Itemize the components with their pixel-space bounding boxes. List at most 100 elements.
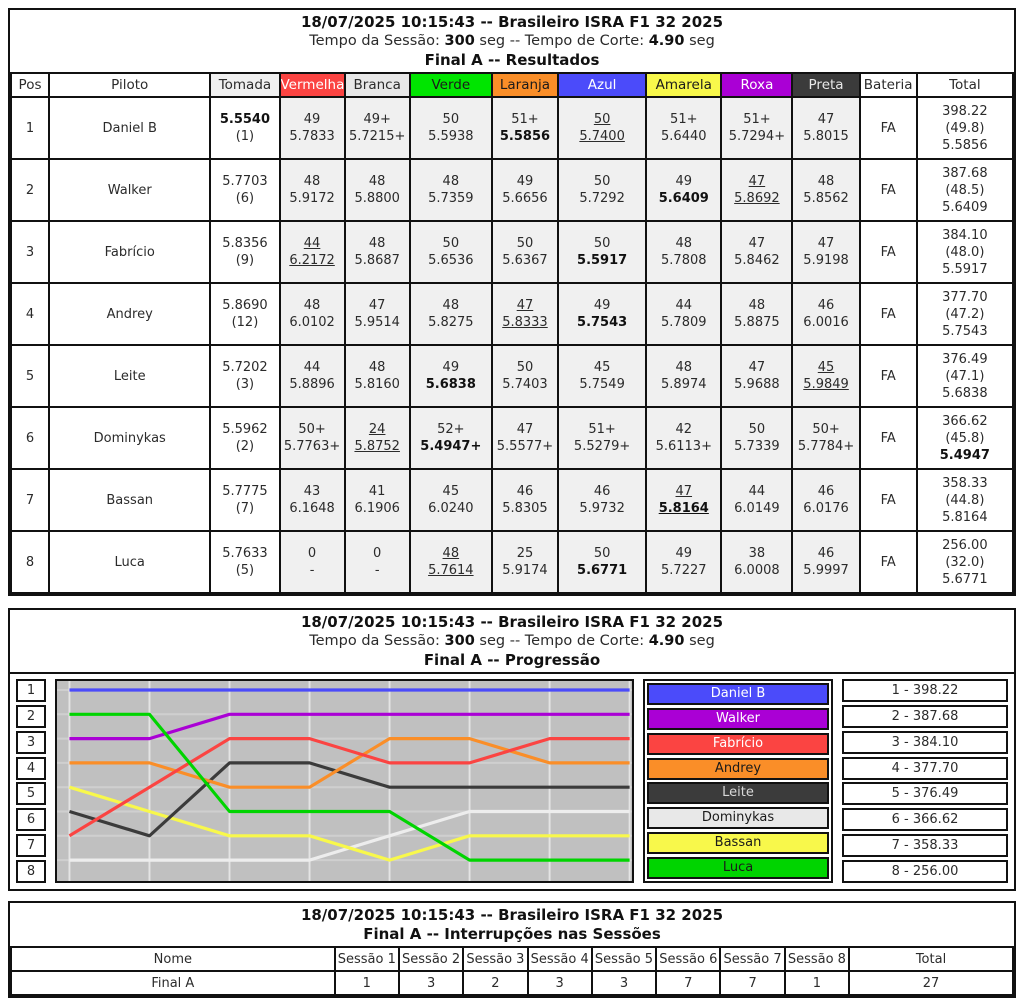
interruptions-title-block: 18/07/2025 10:15:43 -- Brasileiro ISRA F…: [10, 903, 1014, 946]
session-laps: 43: [303, 484, 321, 499]
session-cell-branca: 41 6.1906: [343, 468, 411, 532]
col-header-amarela: Amarela: [645, 72, 723, 98]
session-laps: 50: [442, 112, 460, 127]
session-best: 5.5577+: [496, 439, 554, 454]
legend-name-bassan: Bassan: [647, 832, 829, 855]
session-best: 5.6838: [425, 377, 476, 392]
col-header-branca: Branca: [343, 72, 411, 98]
session-laps: 45: [817, 360, 835, 375]
session-best: 5.7808: [661, 253, 707, 268]
session-laps: 0: [373, 546, 382, 561]
interruptions-col-header: Total: [848, 946, 1014, 972]
session-best: -: [374, 563, 380, 578]
series-line-bassan: [69, 785, 630, 862]
total-points: 398.22: [942, 103, 988, 119]
session-cell-preta: 46 6.0016: [791, 282, 861, 346]
session-best: 5.7549: [579, 377, 625, 392]
session-best: 6.0102: [289, 315, 335, 330]
interruptions-value: 7: [655, 970, 722, 996]
session-best: 5.8875: [734, 315, 780, 330]
interruptions-col-header: Sessão 4: [526, 946, 593, 972]
tomada-rank: (1): [235, 129, 255, 144]
legend-name-walker: Walker: [647, 707, 829, 730]
title-text: Tempo da Sessão:: [309, 633, 445, 649]
col-header-tomada: Tomada: [209, 72, 281, 98]
session-best: 5.7614: [428, 563, 474, 578]
interruptions-value: 1: [333, 970, 400, 996]
session-laps: 0: [307, 546, 317, 561]
progression-title-line2: Tempo da Sessão: 300 seg -- Tempo de Cor…: [10, 632, 1014, 651]
bateria-cell: FA: [858, 220, 918, 284]
col-header-piloto: Piloto: [48, 72, 212, 98]
interruptions-title-line1: 18/07/2025 10:15:43 -- Brasileiro ISRA F…: [300, 906, 724, 924]
session-best: 6.1906: [354, 501, 400, 516]
session-laps: 47: [516, 422, 534, 437]
results-header-row: Pos Piloto Tomada Vermelha Branca Verde Laranj…: [9, 72, 1015, 98]
session-laps: 48: [368, 174, 386, 189]
interruptions-section: 18/07/2025 10:15:43 -- Brasileiro ISRA F…: [8, 901, 1016, 998]
result-row: 4 Andrey 5.8690 (12) 48 6.0102 47 5.9514 48 5.827…: [9, 282, 1015, 346]
session-best: 5.9514: [354, 315, 400, 330]
session-cell-preta: 47 5.8015: [791, 96, 861, 160]
progression-title-block: 18/07/2025 10:15:43 -- Brasileiro ISRA F…: [10, 610, 1014, 674]
total-average: (48.5): [945, 182, 985, 198]
session-laps: 47: [516, 298, 534, 313]
result-row: 6 Dominykas 5.5962 (2) 50+ 5.7763+ 24 5.8752 52+…: [9, 406, 1015, 470]
session-best: 5.9174: [502, 563, 548, 578]
tomada-time: 5.7202: [222, 360, 268, 375]
session-laps: 50: [516, 360, 534, 375]
legend-score: 2 - 387.68: [842, 704, 1008, 728]
tomada-cell: 5.7633 (5): [209, 530, 281, 594]
session-cell-vermelha: 49 5.7833: [278, 96, 346, 160]
session-laps: 45: [442, 484, 460, 499]
session-best: 5.7809: [661, 315, 707, 330]
results-table: Pos Piloto Tomada Vermelha Branca Verde Laranj…: [9, 72, 1015, 594]
session-laps: 48: [675, 360, 693, 375]
session-best: 5.9198: [803, 253, 849, 268]
result-row: 8 Luca 5.7633 (5) 0-0-48 5.7614 25 5.9174 50 5.67…: [9, 530, 1015, 594]
session-laps: 50+: [298, 422, 326, 437]
col-header-pos: Pos: [9, 72, 51, 98]
session-cell-roxa: 51+ 5.7294+: [720, 96, 794, 160]
tomada-rank: (5): [235, 563, 255, 578]
session-laps: 50: [442, 236, 460, 251]
session-laps: 25: [516, 546, 534, 561]
tomada-cell: 5.7202 (3): [209, 344, 281, 408]
session-best: 5.5938: [428, 129, 474, 144]
session-cell-roxa: 47 5.8692: [720, 158, 794, 222]
total-average: (48.0): [945, 244, 985, 260]
session-best: 5.9732: [579, 501, 625, 516]
session-best: 5.6771: [577, 563, 628, 578]
session-laps: 48: [442, 546, 460, 561]
session-best: 6.2172: [289, 253, 335, 268]
session-laps: 38: [748, 546, 766, 561]
tomada-rank: (9): [235, 253, 255, 268]
session-best: 5.8692: [734, 191, 780, 206]
bateria-cell: FA: [858, 406, 918, 470]
session-cell-branca: 49+ 5.7215+: [343, 96, 411, 160]
pilot-cell: Andrey: [48, 282, 212, 346]
session-cell-roxa: 38 6.0008: [720, 530, 794, 594]
interruptions-col-header: Sessão 3: [462, 946, 529, 972]
interruptions-value: 3: [526, 970, 593, 996]
session-laps: 46: [593, 484, 611, 499]
tomada-rank: (7): [235, 501, 255, 516]
total-cell: 387.68 (48.5) 5.6409: [915, 158, 1015, 222]
total-points: 384.10: [942, 227, 988, 243]
session-best: 5.8800: [354, 191, 400, 206]
session-cell-verde: 48 5.7614: [408, 530, 493, 594]
session-cell-vermelha: 48 5.9172: [278, 158, 346, 222]
pilot-cell: Dominykas: [48, 406, 212, 470]
total-best: 5.6771: [942, 571, 988, 587]
session-best: 6.0176: [803, 501, 849, 516]
legend-name-leite: Leite: [647, 782, 829, 805]
col-header-bateria: Bateria: [858, 72, 918, 98]
session-best: 5.8275: [428, 315, 474, 330]
tomada-time: 5.7703: [222, 174, 268, 189]
session-cell-roxa: 44 6.0149: [720, 468, 794, 532]
session-laps: 47: [368, 298, 386, 313]
pos-cell: 7: [9, 468, 51, 532]
session-cell-preta: 46 5.9997: [791, 530, 861, 594]
interruptions-header-row: Nome Sessão 1 Sessão 2 Sessão 3 Sessão 4 Sess…: [10, 946, 1014, 972]
